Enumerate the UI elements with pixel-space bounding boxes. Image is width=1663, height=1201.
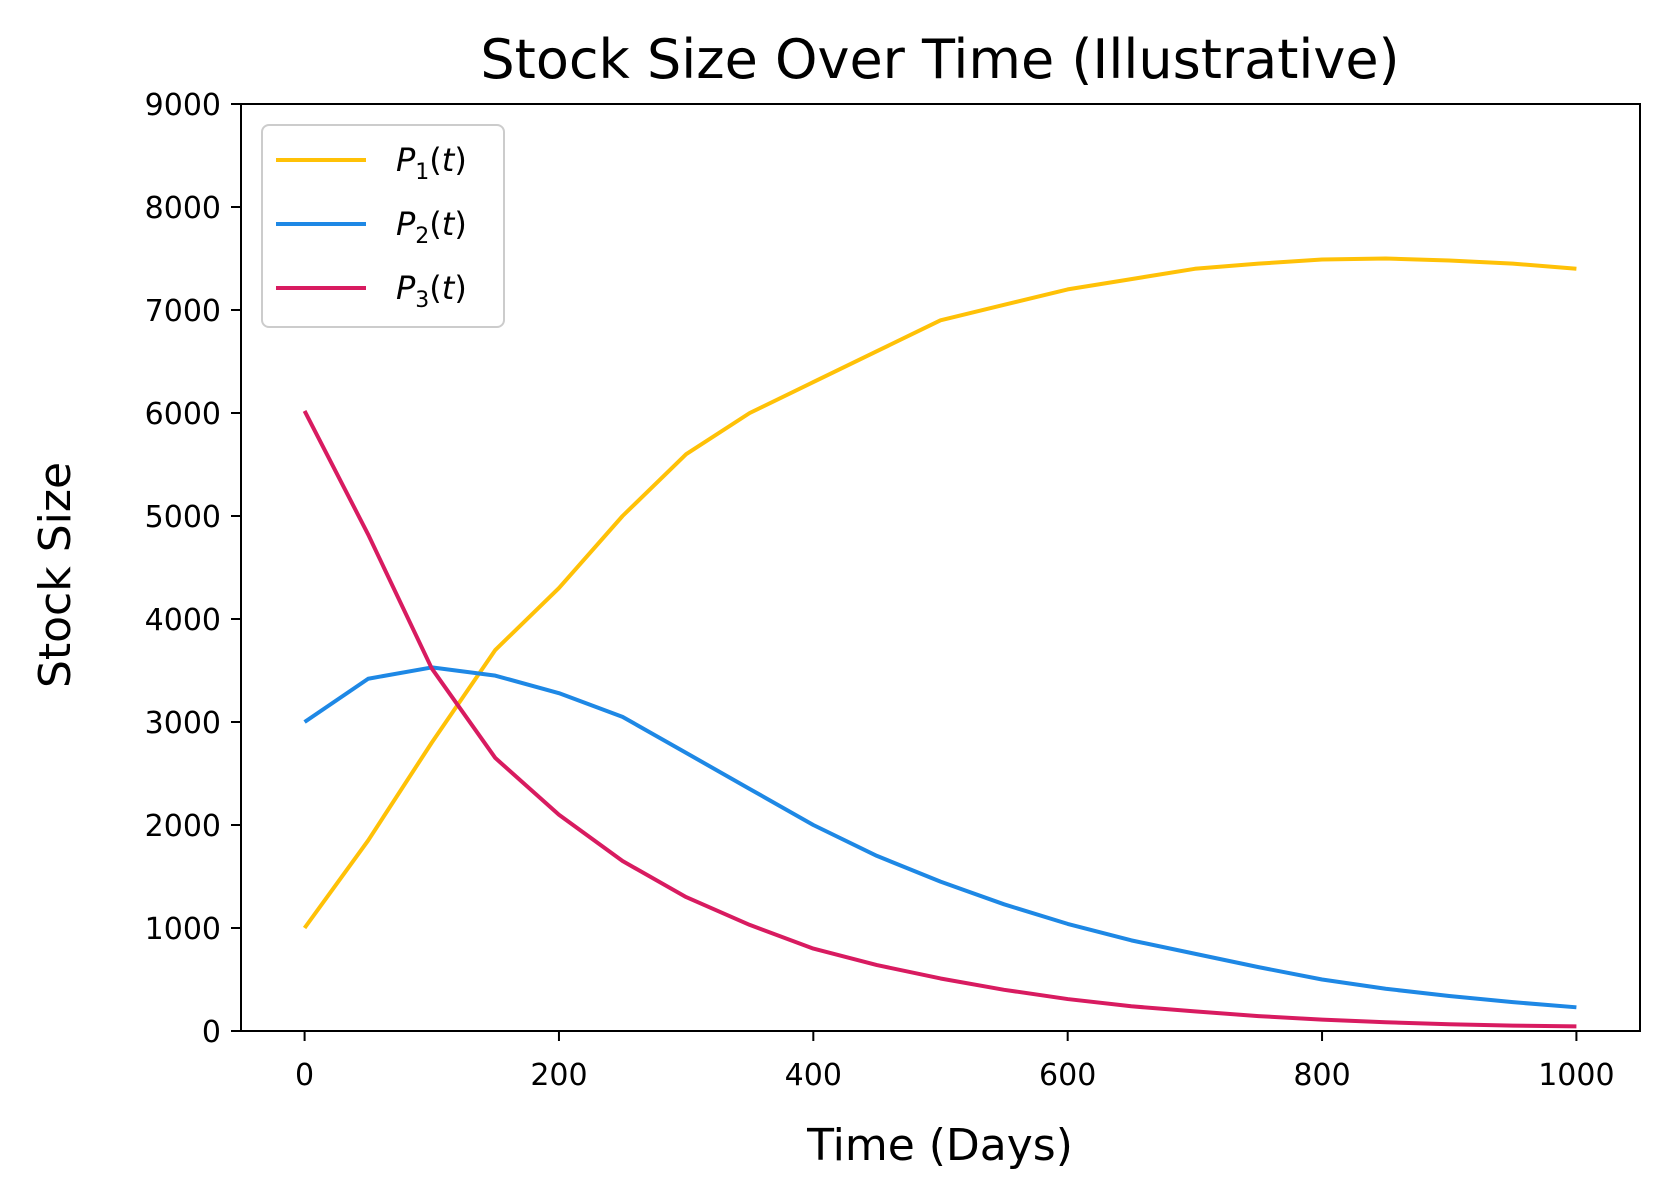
x-tick-label: 1000 (1538, 1058, 1614, 1093)
legend-box (261, 124, 505, 328)
chart-title: Stock Size Over Time (Illustrative) (480, 28, 1399, 91)
series-line-p1 (302, 256, 1577, 930)
plot-frame (240, 103, 1641, 1032)
y-axis-title: Stock Size (30, 462, 81, 688)
x-tick-label: 600 (1039, 1058, 1096, 1093)
legend: P1(t) P2(t) P3(t) (261, 124, 505, 328)
y-axis: 0 1000 2000 3000 4000 5000 6000 7000 8000 9000 (145, 88, 241, 1050)
x-tick-label: 200 (530, 1058, 587, 1093)
y-tick-label: 7000 (145, 294, 221, 329)
y-tick-label: 8000 (145, 191, 221, 226)
legend-label-p3: P3(t) (396, 269, 467, 313)
y-tick-label: 2000 (145, 809, 221, 844)
legend-label-p1: P1(t) (396, 141, 467, 185)
x-tick-label: 400 (785, 1058, 842, 1093)
x-tick-label: 0 (295, 1058, 314, 1093)
x-axis-title: Time (Days) (806, 1120, 1073, 1171)
y-tick-label: 4000 (145, 603, 221, 638)
series-line-p2 (303, 665, 1577, 1010)
y-tick-label: 3000 (145, 706, 221, 741)
plot-area (240, 103, 1641, 1032)
y-tick-label: 5000 (145, 500, 221, 535)
y-tick-label: 9000 (145, 88, 221, 123)
x-tick-label: 800 (1293, 1058, 1350, 1093)
y-tick-label: 0 (202, 1015, 221, 1050)
legend-label-p2: P2(t) (396, 205, 467, 249)
y-tick-label: 6000 (145, 397, 221, 432)
series-line-p3 (302, 410, 1577, 1029)
y-tick-label: 1000 (145, 912, 221, 947)
x-axis: 0 200 400 600 800 1000 (295, 1031, 1615, 1093)
